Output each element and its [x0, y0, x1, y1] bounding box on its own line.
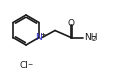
Text: 2: 2 [91, 36, 96, 42]
Text: O: O [67, 20, 75, 28]
Text: N: N [36, 33, 42, 42]
Text: +: + [40, 32, 45, 37]
Text: NH: NH [84, 33, 97, 42]
Text: −: − [27, 61, 33, 66]
Text: Cl: Cl [20, 61, 28, 71]
